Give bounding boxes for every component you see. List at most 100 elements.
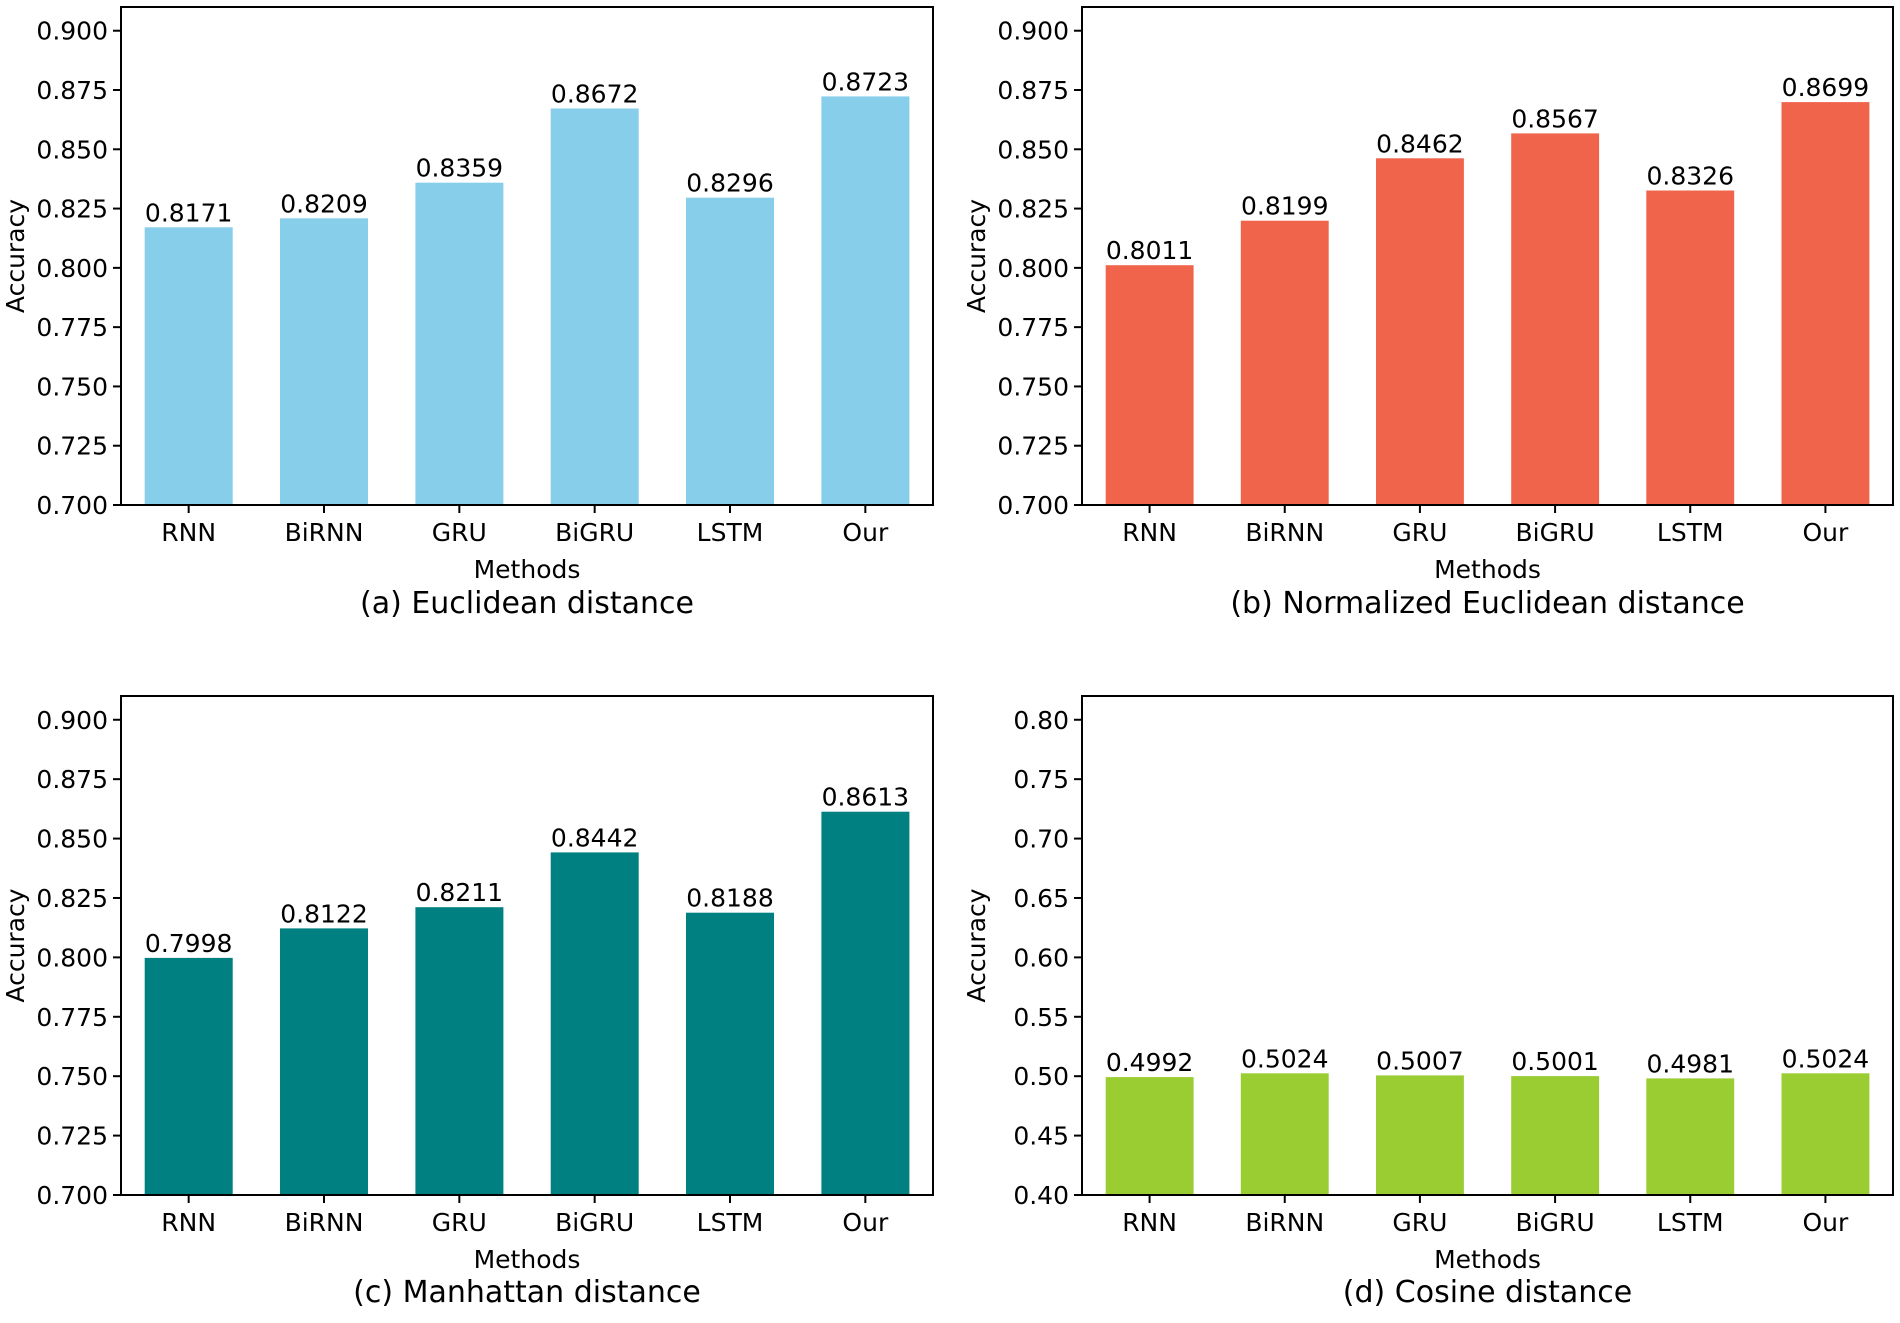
y-tick-label: 0.900 (997, 17, 1069, 46)
bar-gru (1376, 158, 1464, 506)
bar-our (1781, 102, 1870, 505)
y-axis-label: Accuracy (1, 199, 30, 313)
bar-rnn (1105, 265, 1194, 505)
data-label: 0.8188 (686, 884, 773, 913)
bar-rnn (144, 227, 233, 506)
bar-bigru (550, 108, 639, 505)
x-tick-label: RNN (1122, 518, 1177, 547)
y-tick-label: 0.700 (36, 491, 108, 520)
y-tick-label: 0.825 (36, 195, 108, 224)
bar-bigru (1511, 1076, 1600, 1195)
x-tick-label: BiRNN (285, 518, 364, 547)
y-tick-label: 0.700 (997, 491, 1069, 520)
data-label: 0.5001 (1511, 1047, 1598, 1076)
panel-caption: (c) Manhattan distance (353, 1275, 701, 1310)
axes-frame (120, 6, 934, 506)
data-label: 0.8613 (822, 783, 909, 812)
data-label: 0.8171 (145, 198, 232, 227)
panel-2: 0.700 0.725 0.750 0.775 0.800 0.825 0.850 0.875… (962, 6, 1894, 621)
data-label: 0.4992 (1106, 1048, 1193, 1077)
axes-frame (1081, 695, 1894, 1196)
x-axis-label: Methods (474, 1245, 581, 1274)
data-label: 0.8699 (1782, 73, 1869, 102)
x-tick-label: RNN (1122, 1208, 1177, 1237)
x-tick-label: GRU (432, 1208, 487, 1237)
data-label: 0.8672 (551, 79, 638, 108)
x-tick-label: GRU (1392, 518, 1447, 547)
y-tick-label: 0.825 (36, 884, 108, 913)
data-label: 0.8209 (280, 189, 367, 218)
y-tick-label: 0.725 (36, 1122, 108, 1151)
x-tick-label: Our (1803, 518, 1850, 547)
x-tick-label: BiGRU (1516, 1208, 1595, 1237)
data-label: 0.5007 (1376, 1046, 1463, 1075)
y-tick-label: 0.55 (1013, 1003, 1069, 1032)
y-tick-label: 0.725 (36, 432, 108, 461)
x-tick-label: LSTM (697, 518, 764, 547)
data-label: 0.8359 (416, 154, 503, 183)
y-tick-label: 0.775 (36, 313, 108, 342)
data-label: 0.5024 (1241, 1044, 1328, 1073)
y-tick-label: 0.850 (997, 135, 1069, 164)
bar-birnn (280, 218, 368, 506)
bar-birnn (1240, 220, 1329, 505)
panel-caption: (a) Euclidean distance (360, 586, 694, 621)
x-axis-label: Methods (474, 555, 581, 584)
y-tick-label: 0.875 (36, 765, 108, 794)
x-tick-label: Our (1803, 1208, 1850, 1237)
x-tick-label: LSTM (697, 1208, 764, 1237)
bar-rnn (1105, 1077, 1194, 1195)
x-axis-label: Methods (1434, 555, 1541, 584)
y-tick-label: 0.40 (1013, 1181, 1069, 1210)
data-label: 0.8011 (1106, 236, 1193, 265)
data-label: 0.7998 (145, 929, 232, 958)
bar-birnn (280, 928, 368, 1195)
x-tick-label: Our (842, 518, 889, 547)
data-label: 0.4981 (1647, 1049, 1734, 1078)
y-axis-label: Accuracy (962, 888, 991, 1002)
bar-rnn (144, 957, 233, 1195)
y-tick-label: 0.800 (997, 254, 1069, 283)
y-tick-label: 0.900 (36, 706, 108, 735)
bar-gru (415, 182, 504, 505)
y-tick-label: 0.800 (36, 254, 108, 283)
y-tick-label: 0.50 (1013, 1062, 1069, 1091)
y-tick-label: 0.875 (36, 76, 108, 105)
bar-lstm (686, 197, 774, 505)
x-tick-label: GRU (432, 518, 487, 547)
panel-4: 0.40 0.45 0.50 0.55 0.60 0.65 0.70 0.75 0.80 RNN B… (962, 695, 1894, 1310)
bar-our (821, 96, 910, 506)
axes-frame (120, 695, 934, 1196)
data-label: 0.8567 (1511, 104, 1598, 133)
data-label: 0.8723 (822, 67, 909, 96)
x-tick-label: BiGRU (1516, 518, 1595, 547)
bar-lstm (1646, 190, 1735, 505)
x-tick-label: GRU (1392, 1208, 1447, 1237)
y-tick-label: 0.850 (36, 135, 108, 164)
y-tick-label: 0.80 (1013, 706, 1069, 735)
data-label: 0.8462 (1376, 129, 1463, 158)
x-tick-label: LSTM (1657, 518, 1724, 547)
data-label: 0.8122 (280, 899, 367, 928)
y-tick-label: 0.60 (1013, 943, 1069, 972)
x-axis-label: Methods (1434, 1245, 1541, 1274)
y-tick-label: 0.45 (1013, 1122, 1069, 1151)
y-tick-label: 0.750 (36, 1062, 108, 1091)
axes-frame (1081, 6, 1894, 506)
data-label: 0.8211 (416, 878, 503, 907)
y-tick-label: 0.70 (1013, 825, 1069, 854)
y-tick-label: 0.700 (36, 1181, 108, 1210)
y-axis-label: Accuracy (1, 888, 30, 1002)
y-tick-label: 0.825 (997, 195, 1069, 224)
bar-birnn (1240, 1073, 1329, 1195)
panel-3: 0.700 0.725 0.750 0.775 0.800 0.825 0.850 0.875… (1, 695, 934, 1310)
bar-gru (1376, 1075, 1464, 1195)
data-label: 0.8326 (1647, 162, 1734, 191)
bar-bigru (1511, 133, 1600, 505)
y-tick-label: 0.725 (997, 432, 1069, 461)
x-tick-label: RNN (161, 518, 216, 547)
y-tick-label: 0.75 (1013, 765, 1069, 794)
x-tick-label: Our (842, 1208, 889, 1237)
x-tick-label: BiRNN (1245, 518, 1324, 547)
data-label: 0.8296 (686, 169, 773, 198)
